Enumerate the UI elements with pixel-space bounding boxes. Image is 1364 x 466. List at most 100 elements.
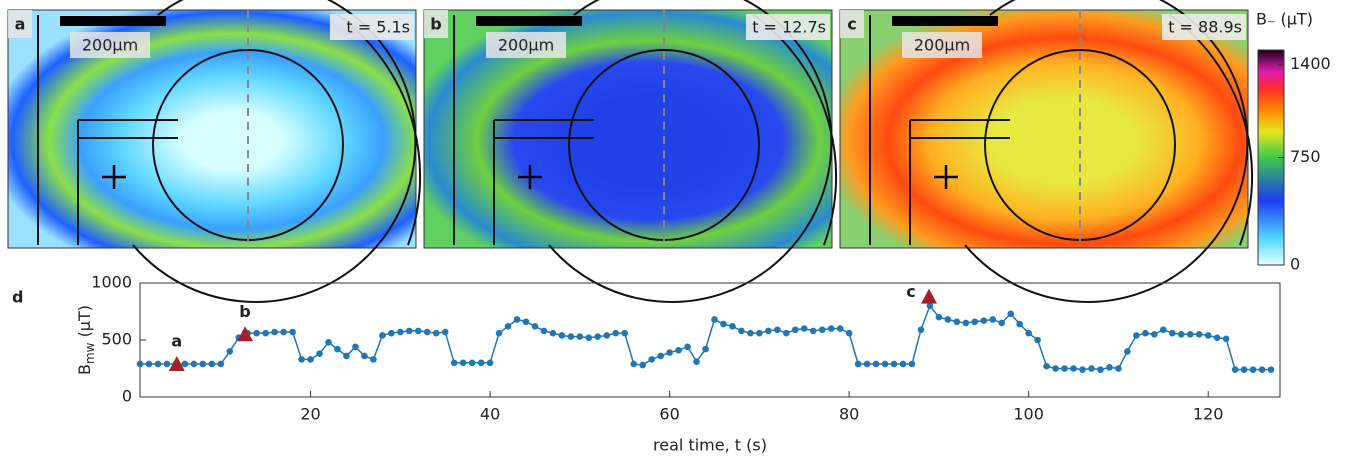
data-point (1133, 332, 1140, 339)
data-point (289, 328, 296, 336)
data-point (630, 360, 638, 368)
colorbar-tick-label: 0 (1290, 255, 1300, 274)
scale-bar (476, 16, 582, 26)
marker-label: b (239, 302, 250, 321)
data-point (208, 360, 216, 368)
x-tick-label: 40 (480, 405, 500, 424)
data-point (1070, 365, 1077, 372)
marker-label: c (906, 282, 915, 301)
scale-box (486, 32, 566, 58)
data-point (827, 325, 835, 332)
data-point (603, 332, 611, 339)
x-tick-label: 60 (659, 405, 679, 424)
data-point (782, 329, 790, 337)
y-axis-label-part: (μT) (75, 305, 94, 343)
data-point (693, 358, 700, 365)
field-map (7, 9, 417, 249)
data-point (361, 352, 368, 360)
data-point (747, 329, 754, 337)
data-point (405, 327, 413, 335)
data-point (1168, 329, 1176, 337)
line-chart: d 20 40 60 80 100 120 0 500 1000 real time, t (s) B… (12, 273, 1281, 455)
data-point (1186, 331, 1194, 338)
data-point (899, 360, 907, 368)
data-point (989, 316, 997, 323)
data-point (154, 360, 162, 368)
data-point (414, 327, 422, 335)
data-point (971, 318, 979, 326)
y-tick-label: 0 (122, 387, 132, 406)
data-point (872, 360, 880, 368)
data-point (1007, 310, 1015, 318)
data-point (145, 360, 153, 368)
data-point (1151, 331, 1158, 338)
data-point (370, 356, 377, 363)
scale-box (70, 32, 150, 58)
panel-label: d (12, 288, 23, 307)
data-point (1249, 366, 1257, 373)
data-point (432, 329, 440, 337)
x-tick-label: 80 (839, 405, 859, 424)
data-point (540, 327, 548, 335)
data-point (1177, 331, 1185, 338)
scale-label: 200μm (914, 36, 970, 55)
data-point (585, 334, 593, 342)
marker (237, 326, 254, 342)
data-point (998, 319, 1006, 327)
data-point (962, 319, 970, 327)
data-point (1195, 331, 1203, 338)
data-point (980, 317, 988, 324)
data-point (567, 333, 575, 340)
data-point (181, 360, 189, 368)
data-point (1267, 366, 1275, 373)
data-point (720, 320, 727, 328)
y-axis-label: Bmw (μT) (75, 305, 97, 375)
colorbar-tick-label: 1400 (1290, 54, 1331, 73)
marker (921, 288, 938, 304)
data-point (953, 318, 961, 326)
data-point (549, 329, 557, 337)
data-point (845, 329, 853, 337)
time-label: t = 5.1s (346, 18, 410, 37)
data-point (379, 332, 386, 339)
data-point (423, 328, 431, 336)
data-point (576, 333, 584, 340)
data-point (325, 338, 332, 346)
data-point (495, 329, 503, 337)
data-point (558, 332, 566, 339)
data-point (917, 326, 925, 334)
data-point (926, 302, 934, 310)
data-point (702, 345, 709, 353)
data-point (190, 360, 198, 368)
data-point (791, 326, 799, 334)
data-point (711, 316, 718, 323)
y-axis-label-part: mw (83, 342, 97, 364)
data-point (163, 360, 171, 368)
data-point (612, 329, 620, 337)
data-point (639, 361, 646, 369)
colorbar-title: B₋ (μT) (1256, 10, 1313, 29)
data-point (522, 318, 530, 326)
data-point (621, 329, 629, 337)
data-point (881, 360, 889, 368)
outline (37, 0, 422, 303)
y-axis-label-part: B (75, 364, 94, 375)
y-tick-label: 500 (101, 330, 132, 349)
data-point (1052, 365, 1059, 372)
data-point (1160, 326, 1167, 334)
image-panel: 200μm c t = 88.9s (839, 0, 1254, 303)
data-point (271, 328, 278, 336)
data-point (280, 328, 287, 336)
data-point (397, 328, 404, 336)
data-point (468, 359, 476, 367)
colorbar-tick-label: 750 (1290, 147, 1321, 166)
label-box (8, 10, 32, 38)
label-box (424, 10, 448, 38)
data-point (217, 360, 225, 368)
y-tick-label: 1000 (91, 273, 132, 292)
data-point (1034, 336, 1041, 344)
data-point (298, 356, 305, 363)
outline (869, 0, 1254, 303)
data-point (1043, 362, 1050, 370)
data-point (316, 350, 323, 357)
